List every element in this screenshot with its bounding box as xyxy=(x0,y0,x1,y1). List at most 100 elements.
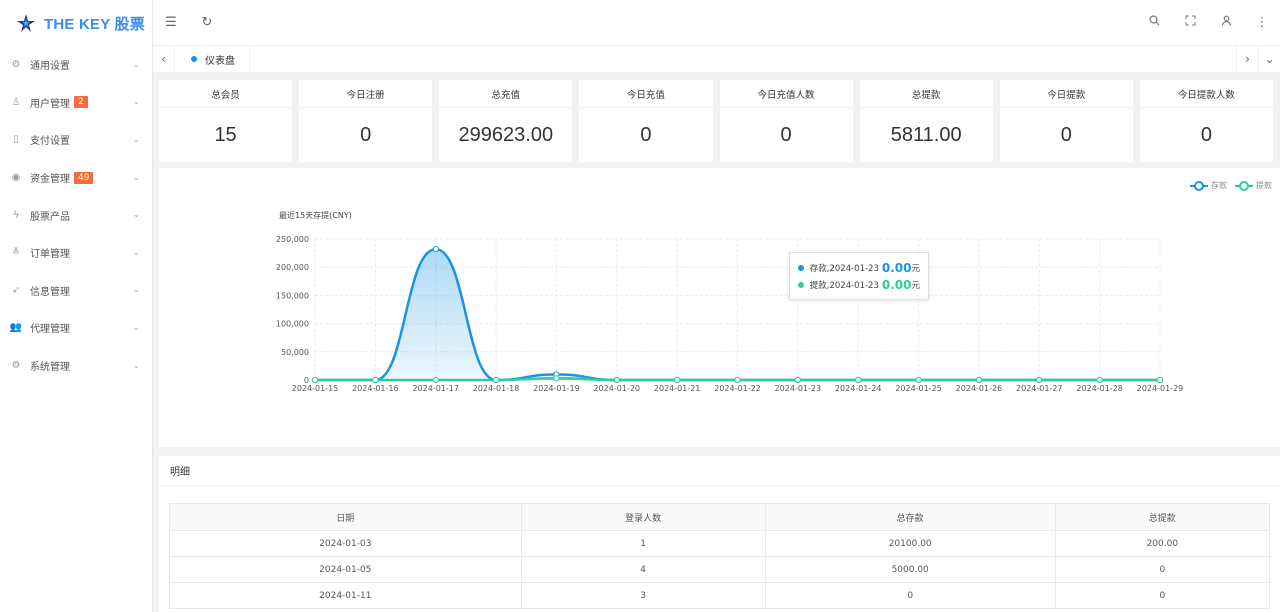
stat-title: 总充值 xyxy=(439,80,573,108)
series-area-deposit xyxy=(315,249,1160,380)
active-tab-dot-icon xyxy=(191,56,197,62)
refresh-icon[interactable]: ↻ xyxy=(201,15,213,30)
table-cell: 0 xyxy=(1054,556,1271,583)
legend-line-icon xyxy=(1190,180,1208,191)
sidebar-item-label: 用户管理 xyxy=(30,98,70,110)
sidebar-item[interactable]: ⚙ 系统管理 ⌄ xyxy=(0,347,152,385)
sidebar-item[interactable]: 👥 代理管理 ⌄ xyxy=(0,309,152,347)
more-icon[interactable]: ⋮ xyxy=(1255,15,1269,30)
x-tick-label: 2024-01-20 xyxy=(594,384,641,393)
column-header[interactable]: 登录人数 xyxy=(520,503,766,531)
table-cell: 2024-01-11 xyxy=(169,582,522,609)
stat-value: 0 xyxy=(360,123,372,146)
stat-value: 15 xyxy=(214,123,237,146)
stat-card: 今日提款 0 xyxy=(999,80,1133,162)
table-cell: 4 xyxy=(520,556,766,583)
x-tick-label: 2024-01-16 xyxy=(352,384,399,393)
menu-fold-icon[interactable]: ☰ xyxy=(165,15,177,30)
legend-withdraw[interactable]: 提款 xyxy=(1235,180,1272,191)
data-point-withdraw xyxy=(915,376,922,384)
y-tick-label: 50,000 xyxy=(281,348,309,357)
y-tick-label: 100,000 xyxy=(276,320,309,329)
x-tick-label: 2024-01-18 xyxy=(473,384,519,393)
x-tick-label: 2024-01-21 xyxy=(654,384,701,393)
tab-bar: ‹ 仪表盘 › ⌄ xyxy=(153,45,1280,73)
sidebar-item[interactable]: ϟ 股票产品 ⌄ xyxy=(0,196,152,234)
sidebar-item-label-wrap: 资金管理 49 xyxy=(30,170,132,185)
column-header[interactable]: 日期 xyxy=(169,503,522,531)
sidebar-item[interactable]: ➶ 信息管理 ⌄ xyxy=(0,272,152,310)
legend-deposit[interactable]: 存款 xyxy=(1190,180,1227,191)
column-header[interactable]: 总存款 xyxy=(764,503,1056,531)
table-row: 2024-01-03 1 20100.00 200.00 xyxy=(169,530,1271,557)
sidebar: THE KEY 股票 ⚙ 通用设置 ⌄ ♙ 用户管理 2 ⌄ ▯ 支付设置 ⌄ ◉ 资金管理 49 ⌄ ϟ 股… xyxy=(0,0,153,612)
y-tick-label: 150,000 xyxy=(276,291,309,300)
sidebar-item-label: 信息管理 xyxy=(30,286,70,298)
search-icon[interactable] xyxy=(1136,15,1172,30)
chevron-down-icon: ⌄ xyxy=(132,134,140,145)
x-tick-label: 2024-01-27 xyxy=(1016,384,1062,393)
data-point-withdraw xyxy=(1036,376,1043,384)
sidebar-item-label: 资金管理 xyxy=(30,174,70,186)
chevron-down-icon: ⌄ xyxy=(132,247,140,258)
star-logo-icon xyxy=(17,14,35,32)
logo[interactable]: THE KEY 股票 xyxy=(0,0,152,46)
x-tick-label: 2024-01-24 xyxy=(835,384,882,393)
stat-title: 总提款 xyxy=(859,80,993,108)
y-tick-label: 0 xyxy=(304,376,309,385)
stat-title: 今日提款人数 xyxy=(1139,80,1273,108)
fund-icon: ◉ xyxy=(11,172,21,184)
stat-value: 0 xyxy=(1200,123,1212,146)
user-icon: ♙ xyxy=(11,96,21,108)
stat-title: 今日注册 xyxy=(299,80,433,108)
sidebar-item-label: 代理管理 xyxy=(30,324,70,336)
sidebar-item[interactable]: ▯ 支付设置 ⌄ xyxy=(0,121,152,159)
column-header[interactable]: 总提款 xyxy=(1054,503,1271,531)
tooltip-unit: 元 xyxy=(911,280,920,291)
stat-title: 今日充值人数 xyxy=(719,80,853,108)
chevron-down-icon: ⌄ xyxy=(132,322,140,333)
data-point-withdraw xyxy=(432,376,439,384)
tab-dashboard[interactable]: 仪表盘 xyxy=(175,45,250,73)
tab-scroll-right-icon[interactable]: › xyxy=(1236,45,1258,73)
table-cell: 0 xyxy=(1054,582,1271,609)
pulse-icon: ϟ xyxy=(12,209,20,221)
tab-scroll-left-icon[interactable]: ‹ xyxy=(153,45,175,73)
stat-card: 今日提款人数 0 xyxy=(1139,80,1273,162)
sidebar-item[interactable]: ◉ 资金管理 49 ⌄ xyxy=(0,159,152,197)
table-row: 2024-01-05 4 5000.00 0 xyxy=(169,556,1271,583)
tooltip-label: 存款,2024-01-23 xyxy=(809,263,879,274)
x-tick-label: 2024-01-25 xyxy=(895,384,942,393)
stat-value: 0 xyxy=(780,123,792,146)
sidebar-item-label-wrap: 支付设置 xyxy=(30,132,132,147)
stat-value: 0 xyxy=(640,123,652,146)
sidebar-item[interactable]: ≚ 订单管理 ⌄ xyxy=(0,234,152,272)
data-point-withdraw xyxy=(311,376,319,384)
detail-title: 明细 xyxy=(159,456,1280,486)
table-cell: 200.00 xyxy=(1054,530,1271,557)
x-tick-label: 2024-01-17 xyxy=(412,384,459,393)
table-header-row: 日期 登录人数 总存款 总提款 xyxy=(169,503,1271,531)
table-cell: 20100.00 xyxy=(764,530,1056,557)
table-cell: 5000.00 xyxy=(764,556,1056,583)
tab-dropdown-icon[interactable]: ⌄ xyxy=(1258,45,1280,73)
stat-value: 0 xyxy=(1060,123,1072,146)
tooltip-unit: 元 xyxy=(911,263,920,274)
tooltip-value: 0.00 xyxy=(881,260,912,275)
x-tick-label: 2024-01-19 xyxy=(533,384,580,393)
user-icon[interactable] xyxy=(1208,15,1244,30)
fullscreen-icon[interactable] xyxy=(1172,15,1208,30)
sidebar-item[interactable]: ⚙ 通用设置 ⌄ xyxy=(0,46,152,84)
chart-title: 最近15天存提(CNY) xyxy=(279,211,352,220)
table-cell: 0 xyxy=(764,582,1056,609)
stat-title: 今日提款 xyxy=(999,80,1133,108)
table-row: 2024-01-11 3 0 0 xyxy=(169,582,1271,609)
sidebar-item[interactable]: ♙ 用户管理 2 ⌄ xyxy=(0,84,152,122)
data-point-withdraw xyxy=(1156,376,1164,384)
stat-card: 今日充值 0 xyxy=(579,80,713,162)
data-point-withdraw xyxy=(1096,376,1103,384)
table-cell: 1 xyxy=(520,530,766,557)
data-point-withdraw xyxy=(674,376,681,384)
table-body: 2024-01-03 1 20100.00 200.00 2024-01-05 4 5000… xyxy=(169,530,1271,609)
sidebar-item-label-wrap: 信息管理 xyxy=(30,283,132,298)
